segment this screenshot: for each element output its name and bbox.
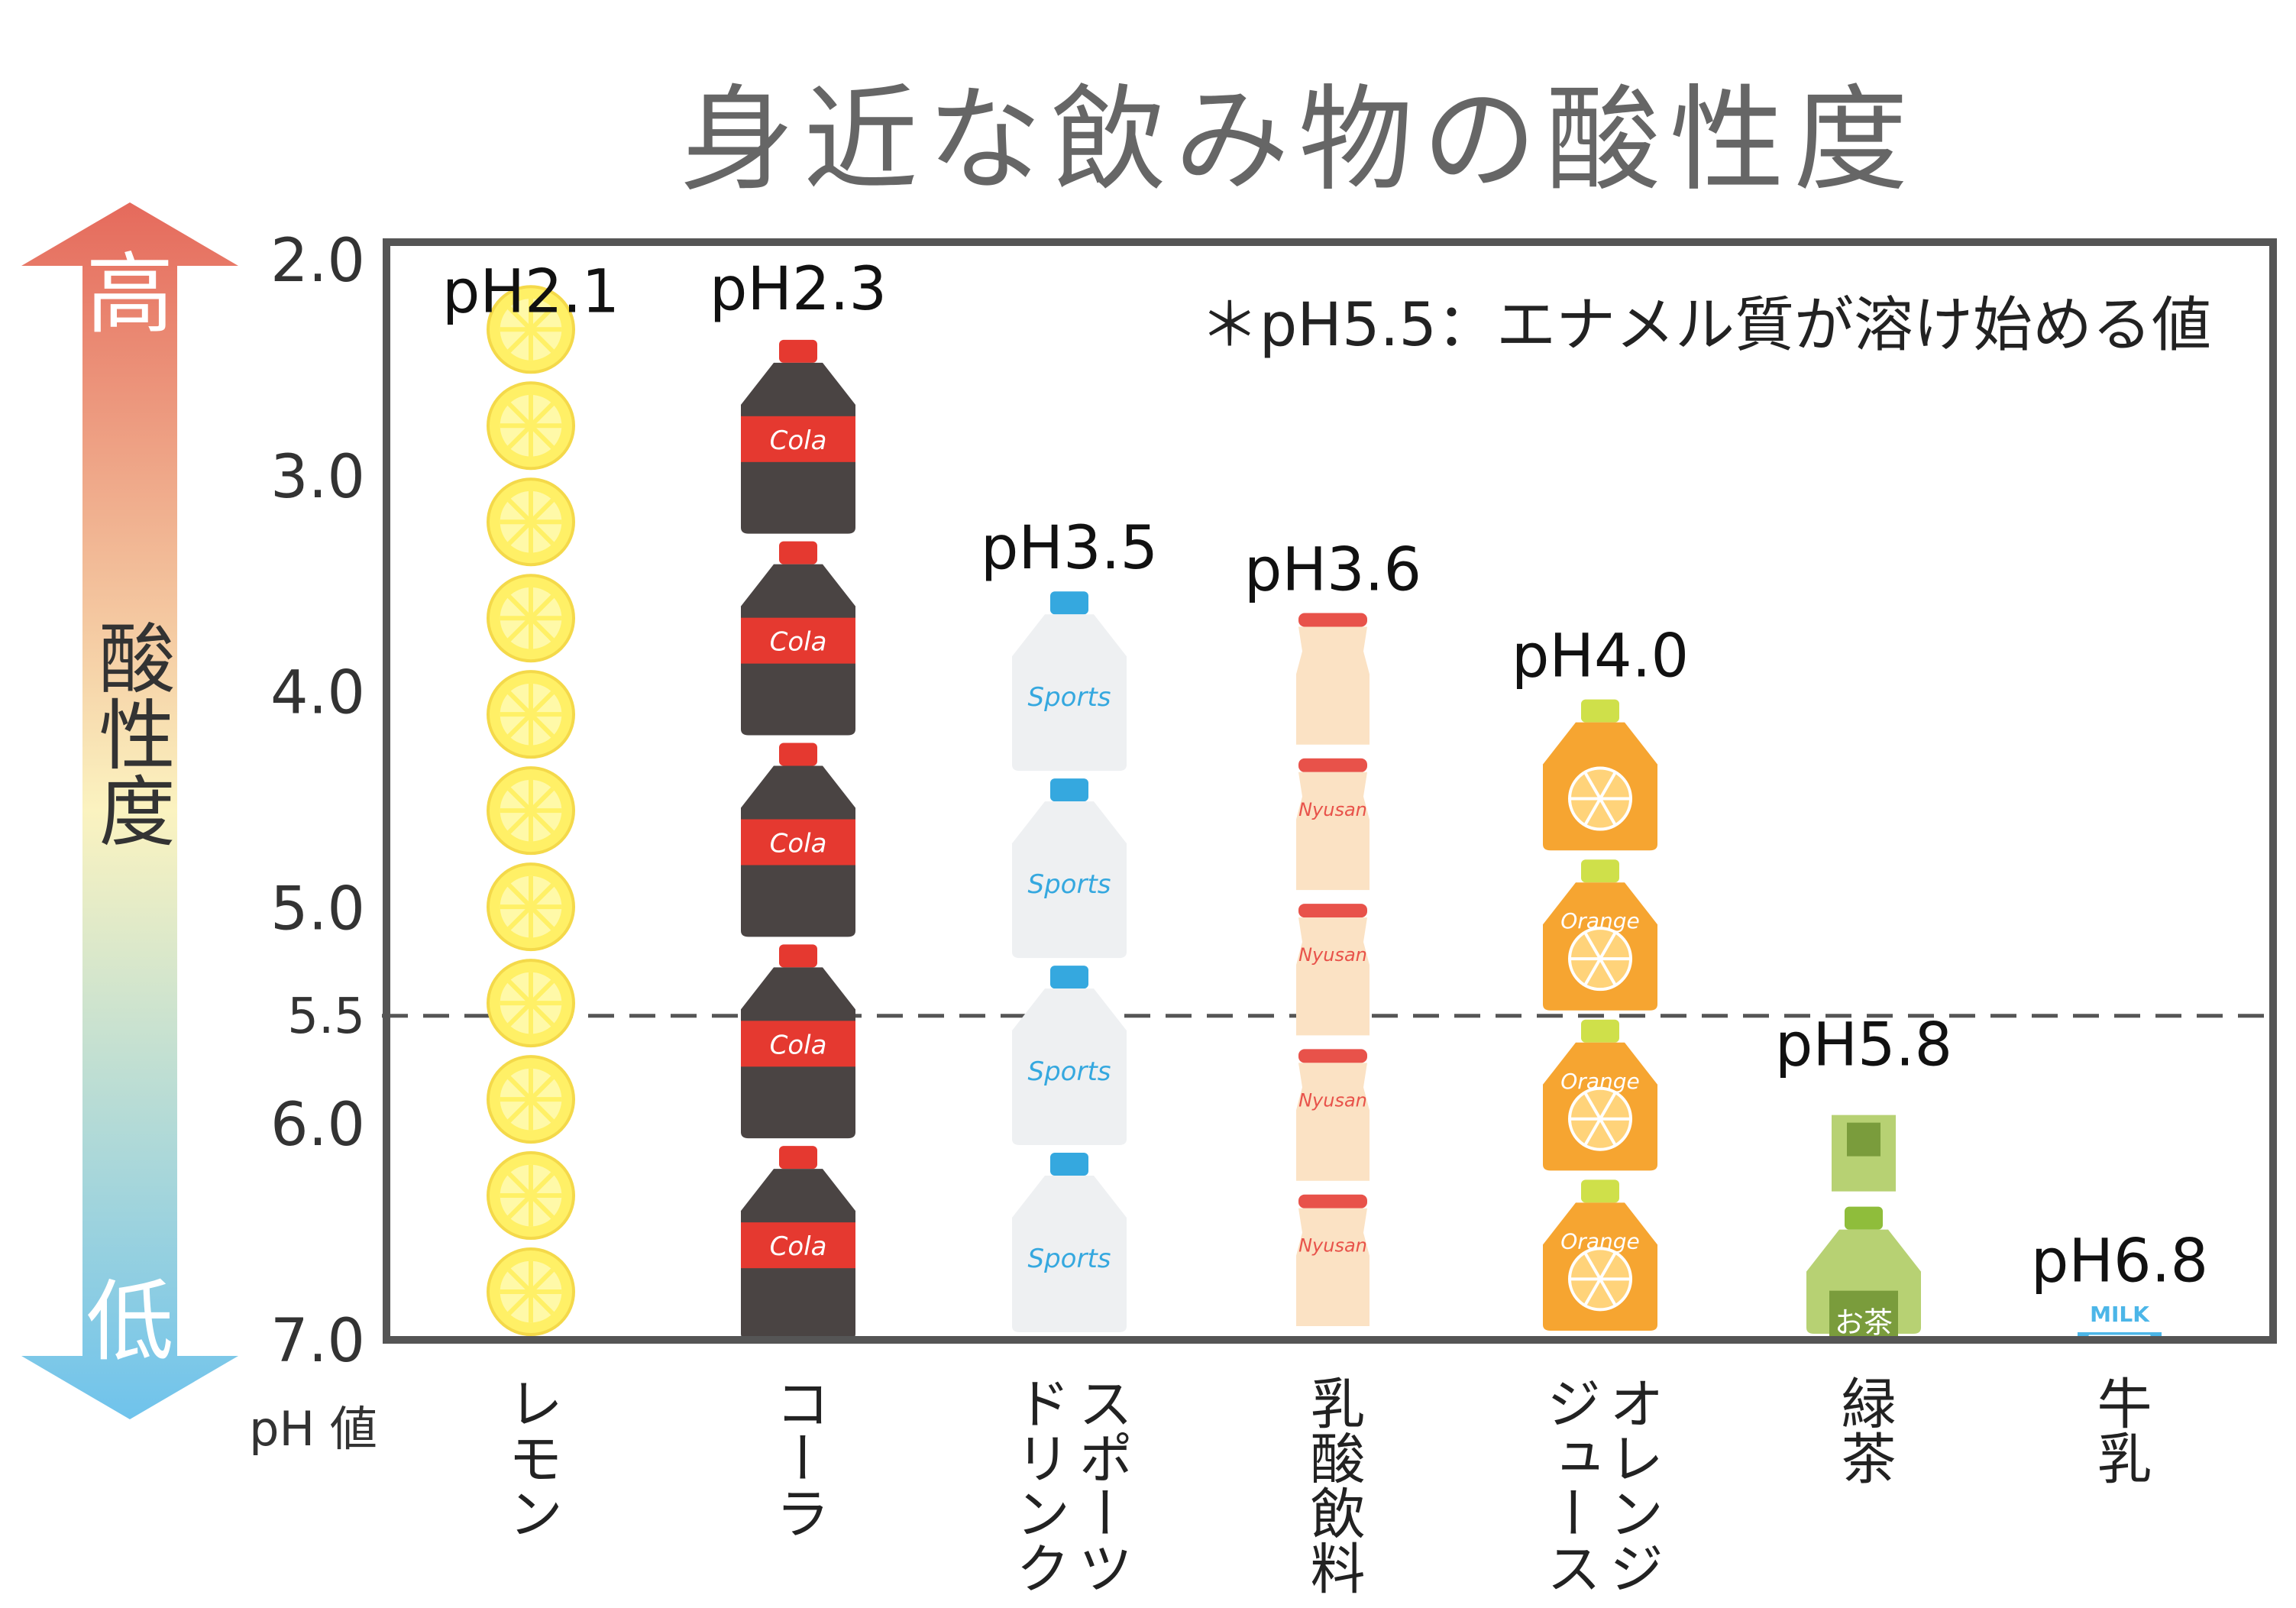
lemon-slice-icon bbox=[487, 285, 575, 374]
svg-text:Cola: Cola bbox=[770, 1231, 827, 1262]
category-label: 牛乳 bbox=[2087, 1375, 2152, 1485]
y-tick-label: 5.5 bbox=[287, 988, 365, 1045]
y-tick-label: 5.0 bbox=[270, 875, 365, 943]
cola-bottle-icon: Cola bbox=[741, 743, 855, 937]
sports-bottle-icon: Sports bbox=[1012, 778, 1127, 959]
svg-text:Orange: Orange bbox=[1560, 908, 1639, 933]
svg-text:Nyusan: Nyusan bbox=[1298, 1089, 1367, 1111]
lemon-slice-icon bbox=[487, 1151, 575, 1241]
value-label: pH6.8 bbox=[2031, 1227, 2208, 1296]
tea-bottle-icon: お茶 bbox=[1806, 1206, 1921, 1340]
lemon-slice-icon bbox=[487, 574, 575, 663]
lemon-slice-icon bbox=[487, 1055, 575, 1144]
svg-text:Cola: Cola bbox=[770, 627, 827, 658]
svg-text:Nyusan: Nyusan bbox=[1298, 1235, 1367, 1257]
cola-bottle-icon: Cola bbox=[741, 944, 855, 1139]
category-label: スポーツドリンク bbox=[1006, 1375, 1133, 1595]
category-label: レモン bbox=[499, 1375, 563, 1540]
svg-text:Cola: Cola bbox=[770, 425, 827, 456]
plot-frame bbox=[383, 238, 2277, 1344]
y-tick-label: 6.0 bbox=[270, 1091, 365, 1160]
category-label: 乳酸飲料 bbox=[1301, 1375, 1365, 1595]
acidity-high-label: 高 bbox=[86, 244, 173, 346]
acidity-arrow-shape bbox=[21, 202, 238, 1419]
y-tick-label: 3.0 bbox=[270, 443, 365, 512]
nyusan-bottle-icon bbox=[1296, 613, 1370, 745]
orange-bottle-icon: Orange bbox=[1543, 859, 1657, 1011]
bar-milk-carton: MILK bbox=[2078, 1302, 2162, 1340]
svg-text:Nyusan: Nyusan bbox=[1298, 799, 1367, 820]
y-tick-label: 4.0 bbox=[270, 659, 365, 728]
nyusan-bottle-icon: Nyusan bbox=[1296, 1194, 1370, 1326]
y-tick-label: 7.0 bbox=[270, 1307, 365, 1376]
acidity-arrow: 高 低 bbox=[21, 202, 238, 1419]
svg-text:Sports: Sports bbox=[1028, 1056, 1111, 1087]
category-label: コーラ bbox=[766, 1375, 830, 1540]
sports-bottle-icon: Sports bbox=[1012, 1153, 1127, 1332]
value-labels: pH2.1 pH2.3 pH3.5 pH3.6 pH4.0 pH5.8 pH6.8 bbox=[442, 255, 2208, 1296]
lemon-slice-icon bbox=[487, 862, 575, 952]
sports-bottle-icon: Sports bbox=[1012, 966, 1127, 1146]
category-label: 緑茶 bbox=[1832, 1375, 1896, 1485]
y-tick-label: 2.0 bbox=[270, 227, 365, 296]
lemon-slice-icon bbox=[487, 1247, 575, 1337]
milk-carton-icon: MILK bbox=[2078, 1302, 2162, 1340]
chart-title: 身近な飲み物の酸性度 bbox=[680, 74, 1917, 207]
svg-text:Nyusan: Nyusan bbox=[1298, 944, 1367, 966]
sports-bottle-icon: Sports bbox=[1012, 591, 1127, 772]
tea-bottle-icon bbox=[1832, 1115, 1896, 1192]
cola-bottle-icon: Cola bbox=[741, 1146, 855, 1340]
bar-tea-bottle: お茶 bbox=[1806, 1115, 1921, 1340]
bar-sports-bottle: Sports Sports Sports Sports bbox=[1012, 591, 1127, 1332]
svg-text:Orange: Orange bbox=[1560, 1069, 1639, 1094]
nyusan-bottle-icon: Nyusan bbox=[1296, 758, 1370, 891]
category-labels: レモン コーラ スポーツドリンク 乳酸飲料 オレンジジュース 緑茶 牛乳 bbox=[499, 1375, 2152, 1595]
svg-text:Cola: Cola bbox=[770, 829, 827, 859]
svg-text:Sports: Sports bbox=[1028, 682, 1111, 713]
lemon-slice-icon bbox=[487, 959, 575, 1048]
category-label: オレンジジュース bbox=[1537, 1375, 1664, 1595]
lemon-slice-icon bbox=[487, 766, 575, 856]
orange-bottle-icon bbox=[1543, 699, 1657, 851]
orange-bottle-icon: Orange bbox=[1543, 1019, 1657, 1171]
value-label: pH3.5 bbox=[981, 514, 1158, 583]
lemon-slice-icon bbox=[487, 381, 575, 471]
bar-orange-bottle: Orange Orange Orange bbox=[1543, 699, 1657, 1331]
value-label: pH2.1 bbox=[442, 257, 619, 326]
acidity-axis-label: 酸性度 bbox=[86, 619, 175, 848]
svg-text:お茶: お茶 bbox=[1835, 1306, 1893, 1340]
y-axis-ticks: 2.0 3.0 4.0 5.0 5.5 6.0 7.0 bbox=[270, 227, 365, 1376]
threshold-note: ＊pH5.5：エナメル質が溶け始める値 bbox=[1200, 291, 2211, 360]
svg-text:Orange: Orange bbox=[1560, 1228, 1639, 1254]
data-marks: ColaColaColaColaColaSportsSportsSportsSp… bbox=[487, 285, 2162, 1340]
value-label: pH5.8 bbox=[1775, 1011, 1952, 1080]
bar-cola-bottle: Cola Cola Cola Cola Cola bbox=[741, 339, 855, 1340]
nyusan-bottle-icon: Nyusan bbox=[1296, 1049, 1370, 1181]
svg-text:Sports: Sports bbox=[1028, 869, 1111, 900]
nyusan-bottle-icon: Nyusan bbox=[1296, 904, 1370, 1036]
svg-text:Cola: Cola bbox=[770, 1030, 827, 1060]
svg-text:MILK: MILK bbox=[2090, 1302, 2150, 1327]
y-axis-title: pH 値 bbox=[249, 1401, 377, 1457]
acidity-low-label: 低 bbox=[86, 1271, 173, 1373]
cola-bottle-icon: Cola bbox=[741, 541, 855, 736]
value-label: pH2.3 bbox=[710, 255, 887, 324]
svg-text:Sports: Sports bbox=[1028, 1244, 1111, 1274]
value-label: pH3.6 bbox=[1244, 535, 1421, 604]
lemon-slice-icon bbox=[487, 670, 575, 759]
bar-lemon-slice bbox=[487, 285, 575, 1337]
lemon-slice-icon bbox=[487, 477, 575, 567]
value-label: pH4.0 bbox=[1512, 623, 1689, 691]
orange-bottle-icon: Orange bbox=[1543, 1179, 1657, 1331]
cola-bottle-icon: Cola bbox=[741, 339, 855, 534]
bar-nyusan-bottle: Nyusan Nyusan Nyusan Nyusan bbox=[1296, 613, 1370, 1326]
